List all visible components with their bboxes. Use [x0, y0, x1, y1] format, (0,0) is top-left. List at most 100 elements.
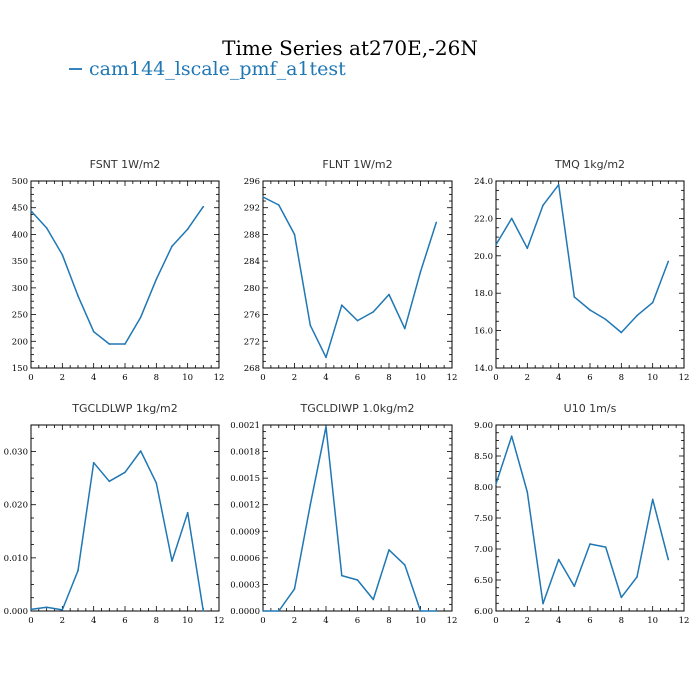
- data-point: [542, 204, 544, 207]
- data-point: [202, 205, 205, 208]
- x-tick-label: 4: [91, 616, 96, 626]
- y-tick-label: 400: [12, 230, 28, 240]
- series-line: [262, 196, 438, 359]
- data-point: [604, 318, 607, 321]
- y-tick-label: 300: [12, 284, 28, 294]
- data-point: [45, 227, 48, 229]
- plot-frame: [262, 424, 453, 612]
- data-point: [589, 309, 591, 311]
- x-tick-label: 8: [154, 616, 159, 626]
- x-tick-label: 8: [386, 616, 391, 626]
- data-point: [651, 498, 654, 501]
- chart-panel-1: FSNT 1W/m2 0 2 4 6 8 10 12 150 200 250 300 350 400 450…: [12, 158, 225, 383]
- data-point: [186, 511, 189, 514]
- data-point: [309, 324, 312, 327]
- y-tick-label: 0.0018: [230, 448, 260, 458]
- data-point: [435, 221, 438, 224]
- data-point: [124, 343, 126, 345]
- series-line: [30, 450, 205, 612]
- data-point: [30, 210, 32, 212]
- plot-frame: [262, 180, 453, 369]
- y-tick-label: 272: [244, 337, 260, 347]
- y-tick-label: 280: [244, 284, 260, 294]
- y-tick-label: 22.0: [474, 214, 493, 224]
- x-tick-label: 0: [260, 616, 265, 626]
- x-tick-label: 12: [214, 373, 225, 383]
- data-point: [573, 296, 576, 298]
- x-tick-label: 10: [182, 616, 193, 626]
- x-tick-label: 12: [679, 616, 690, 626]
- data-point: [325, 356, 327, 359]
- data-point: [155, 482, 158, 484]
- y-tick-label: 284: [244, 257, 260, 267]
- x-tick-label: 12: [447, 616, 458, 626]
- series-line: [30, 206, 204, 345]
- data-point: [155, 278, 158, 281]
- y-tick-label: 288: [244, 230, 260, 240]
- y-tick-label: 7.00: [474, 545, 493, 555]
- panel-title: U10 1m/s: [564, 402, 617, 415]
- y-tick-label: 0.0015: [230, 474, 260, 484]
- data-point: [30, 608, 32, 611]
- y-tick-label: 150: [12, 364, 28, 374]
- data-point: [403, 564, 406, 566]
- x-tick-label: 12: [214, 616, 225, 626]
- series-line: [495, 183, 670, 334]
- data-point: [61, 609, 64, 611]
- chart-panels: FSNT 1W/m20 2 4 6 8 10 12150200250300350400450…: [4, 158, 690, 626]
- y-tick-label: 6.50: [474, 576, 493, 586]
- x-tick-label: 10: [415, 373, 426, 383]
- data-point: [77, 569, 79, 572]
- x-tick-label: 2: [60, 373, 65, 383]
- x-tick-label: 4: [323, 616, 328, 626]
- x-tick-label: 12: [447, 373, 458, 383]
- data-point: [542, 602, 544, 605]
- y-tick-label: 0.0012: [230, 501, 260, 511]
- y-tick-label: 7.50: [474, 514, 493, 524]
- data-point: [124, 471, 126, 474]
- series-line: [495, 435, 670, 605]
- data-point: [667, 260, 670, 263]
- data-point: [262, 610, 264, 612]
- y-tick-label: 8.50: [474, 452, 493, 462]
- plot-frame: [495, 180, 685, 369]
- data-point: [356, 319, 359, 322]
- x-tick-label: 6: [355, 616, 360, 626]
- x-tick-label: 10: [415, 616, 426, 626]
- y-tick-label: 0.000: [4, 607, 28, 617]
- y-tick-label: 250: [12, 311, 28, 321]
- x-tick-label: 2: [292, 373, 297, 383]
- x-tick-label: 10: [647, 616, 658, 626]
- x-tick-label: 6: [355, 373, 360, 383]
- data-point: [557, 183, 560, 186]
- panel-title: TMQ 1kg/m2: [554, 158, 625, 171]
- y-tick-label: 296: [244, 177, 260, 187]
- x-tick-label: 6: [587, 373, 592, 383]
- data-point: [92, 461, 95, 464]
- y-tick-label: 24.0: [474, 177, 493, 187]
- data-point: [372, 311, 375, 313]
- data-point: [589, 543, 591, 545]
- data-point: [526, 491, 529, 493]
- data-point: [108, 343, 111, 345]
- data-point: [403, 327, 406, 330]
- y-tick-label: 8.00: [474, 483, 493, 493]
- data-point: [573, 585, 576, 587]
- data-point: [108, 480, 111, 483]
- chart-panel-5: TGCLDIWP 1.0kg/m2 0 2 4 6 8 10 12 0.0000 0.0003 0.…: [230, 402, 457, 626]
- data-point: [667, 558, 670, 561]
- data-point: [510, 217, 513, 220]
- y-tick-label: 292: [244, 204, 260, 214]
- x-tick-label: 0: [28, 373, 33, 383]
- y-tick-label: 200: [12, 337, 28, 347]
- y-tick-label: 0.020: [4, 501, 28, 511]
- y-tick-label: 268: [244, 364, 260, 374]
- x-tick-label: 0: [28, 616, 33, 626]
- chart-panel-6: U10 1m/s 0 2 4 6 8 10 12 6.00 6.50 7.00 7.50 8.00 8.5…: [474, 402, 689, 626]
- data-point: [92, 330, 95, 333]
- data-point: [526, 247, 529, 250]
- x-tick-label: 8: [154, 373, 159, 383]
- x-tick-label: 4: [91, 373, 96, 383]
- figure-title: Time Series at270E,-26N: [222, 36, 478, 60]
